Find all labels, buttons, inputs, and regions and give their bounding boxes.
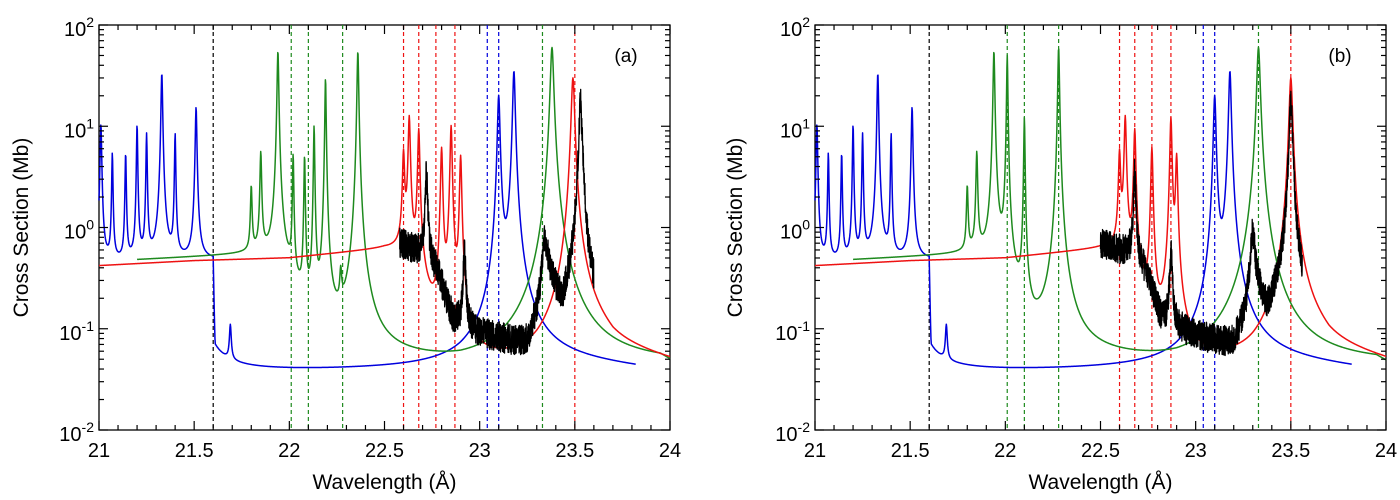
y-tick-labels: 10-2 10-1 100 101 102: [775, 14, 810, 446]
series-line-red: [98, 77, 671, 358]
x-tick-labels: 21 21.5 22 22.5 23 23.5 24: [804, 440, 1397, 462]
y-tick-label: 10-1: [775, 318, 810, 345]
y-tick-label: 10-2: [775, 419, 810, 446]
y-tick-label: 101: [780, 115, 810, 142]
x-axis-title: Wavelength (Å): [313, 471, 457, 494]
series-line-blue: [98, 70, 637, 369]
x-tick-label: 22.5: [365, 440, 404, 462]
y-axis-title: Cross Section (Mb): [10, 138, 33, 318]
x-tick-label: 23.5: [555, 440, 594, 462]
chart-panel-b: 21 21.5 22 22.5 23 23.5 24 10-2 10-1 100…: [724, 14, 1397, 494]
y-tick-label: 10-1: [59, 318, 94, 345]
x-tick-label: 21.5: [891, 440, 930, 462]
series-line-black: [399, 88, 595, 356]
series-layer: [98, 46, 671, 369]
y-axis-title: Cross Section (Mb): [724, 138, 747, 318]
x-tick-label: 23: [1185, 440, 1207, 462]
series-layer: [814, 46, 1387, 369]
tick-marks: [814, 24, 1387, 431]
x-tick-label: 21.5: [175, 440, 214, 462]
panel-label: (b): [1328, 46, 1351, 67]
y-tick-label: 102: [780, 14, 810, 41]
x-tick-label: 24: [1375, 440, 1397, 462]
reference-lines: [212, 25, 576, 430]
y-tick-label: 100: [64, 217, 94, 244]
x-tick-labels: 21 21.5 22 22.5 23 23.5 24: [88, 440, 681, 462]
y-tick-label: 101: [64, 115, 94, 142]
x-tick-label: 21: [804, 440, 826, 462]
y-tick-label: 10-2: [59, 419, 94, 446]
series-line-green: [136, 46, 671, 360]
x-tick-label: 22.5: [1081, 440, 1120, 462]
series-line-black: [1099, 90, 1303, 357]
x-tick-label: 23: [469, 440, 491, 462]
x-tick-label: 21: [88, 440, 110, 462]
x-tick-label: 22: [994, 440, 1016, 462]
x-tick-label: 23.5: [1271, 440, 1310, 462]
plot-frame: [814, 24, 1387, 431]
series-line-green: [852, 46, 1387, 361]
x-axis-title: Wavelength (Å): [1029, 471, 1173, 494]
tick-marks: [98, 24, 671, 431]
y-tick-labels: 10-2 10-1 100 101 102: [59, 14, 94, 446]
y-tick-label: 100: [780, 217, 810, 244]
series-line-blue: [814, 70, 1353, 369]
chart-panel-a: 21 21.5 22 22.5 23 23.5 24 10-2 10-1 100…: [10, 14, 681, 494]
x-tick-label: 22: [278, 440, 300, 462]
panel-label: (a): [614, 46, 637, 67]
plot-frame: [98, 24, 671, 431]
x-tick-label: 24: [659, 440, 681, 462]
y-tick-label: 102: [64, 14, 94, 41]
